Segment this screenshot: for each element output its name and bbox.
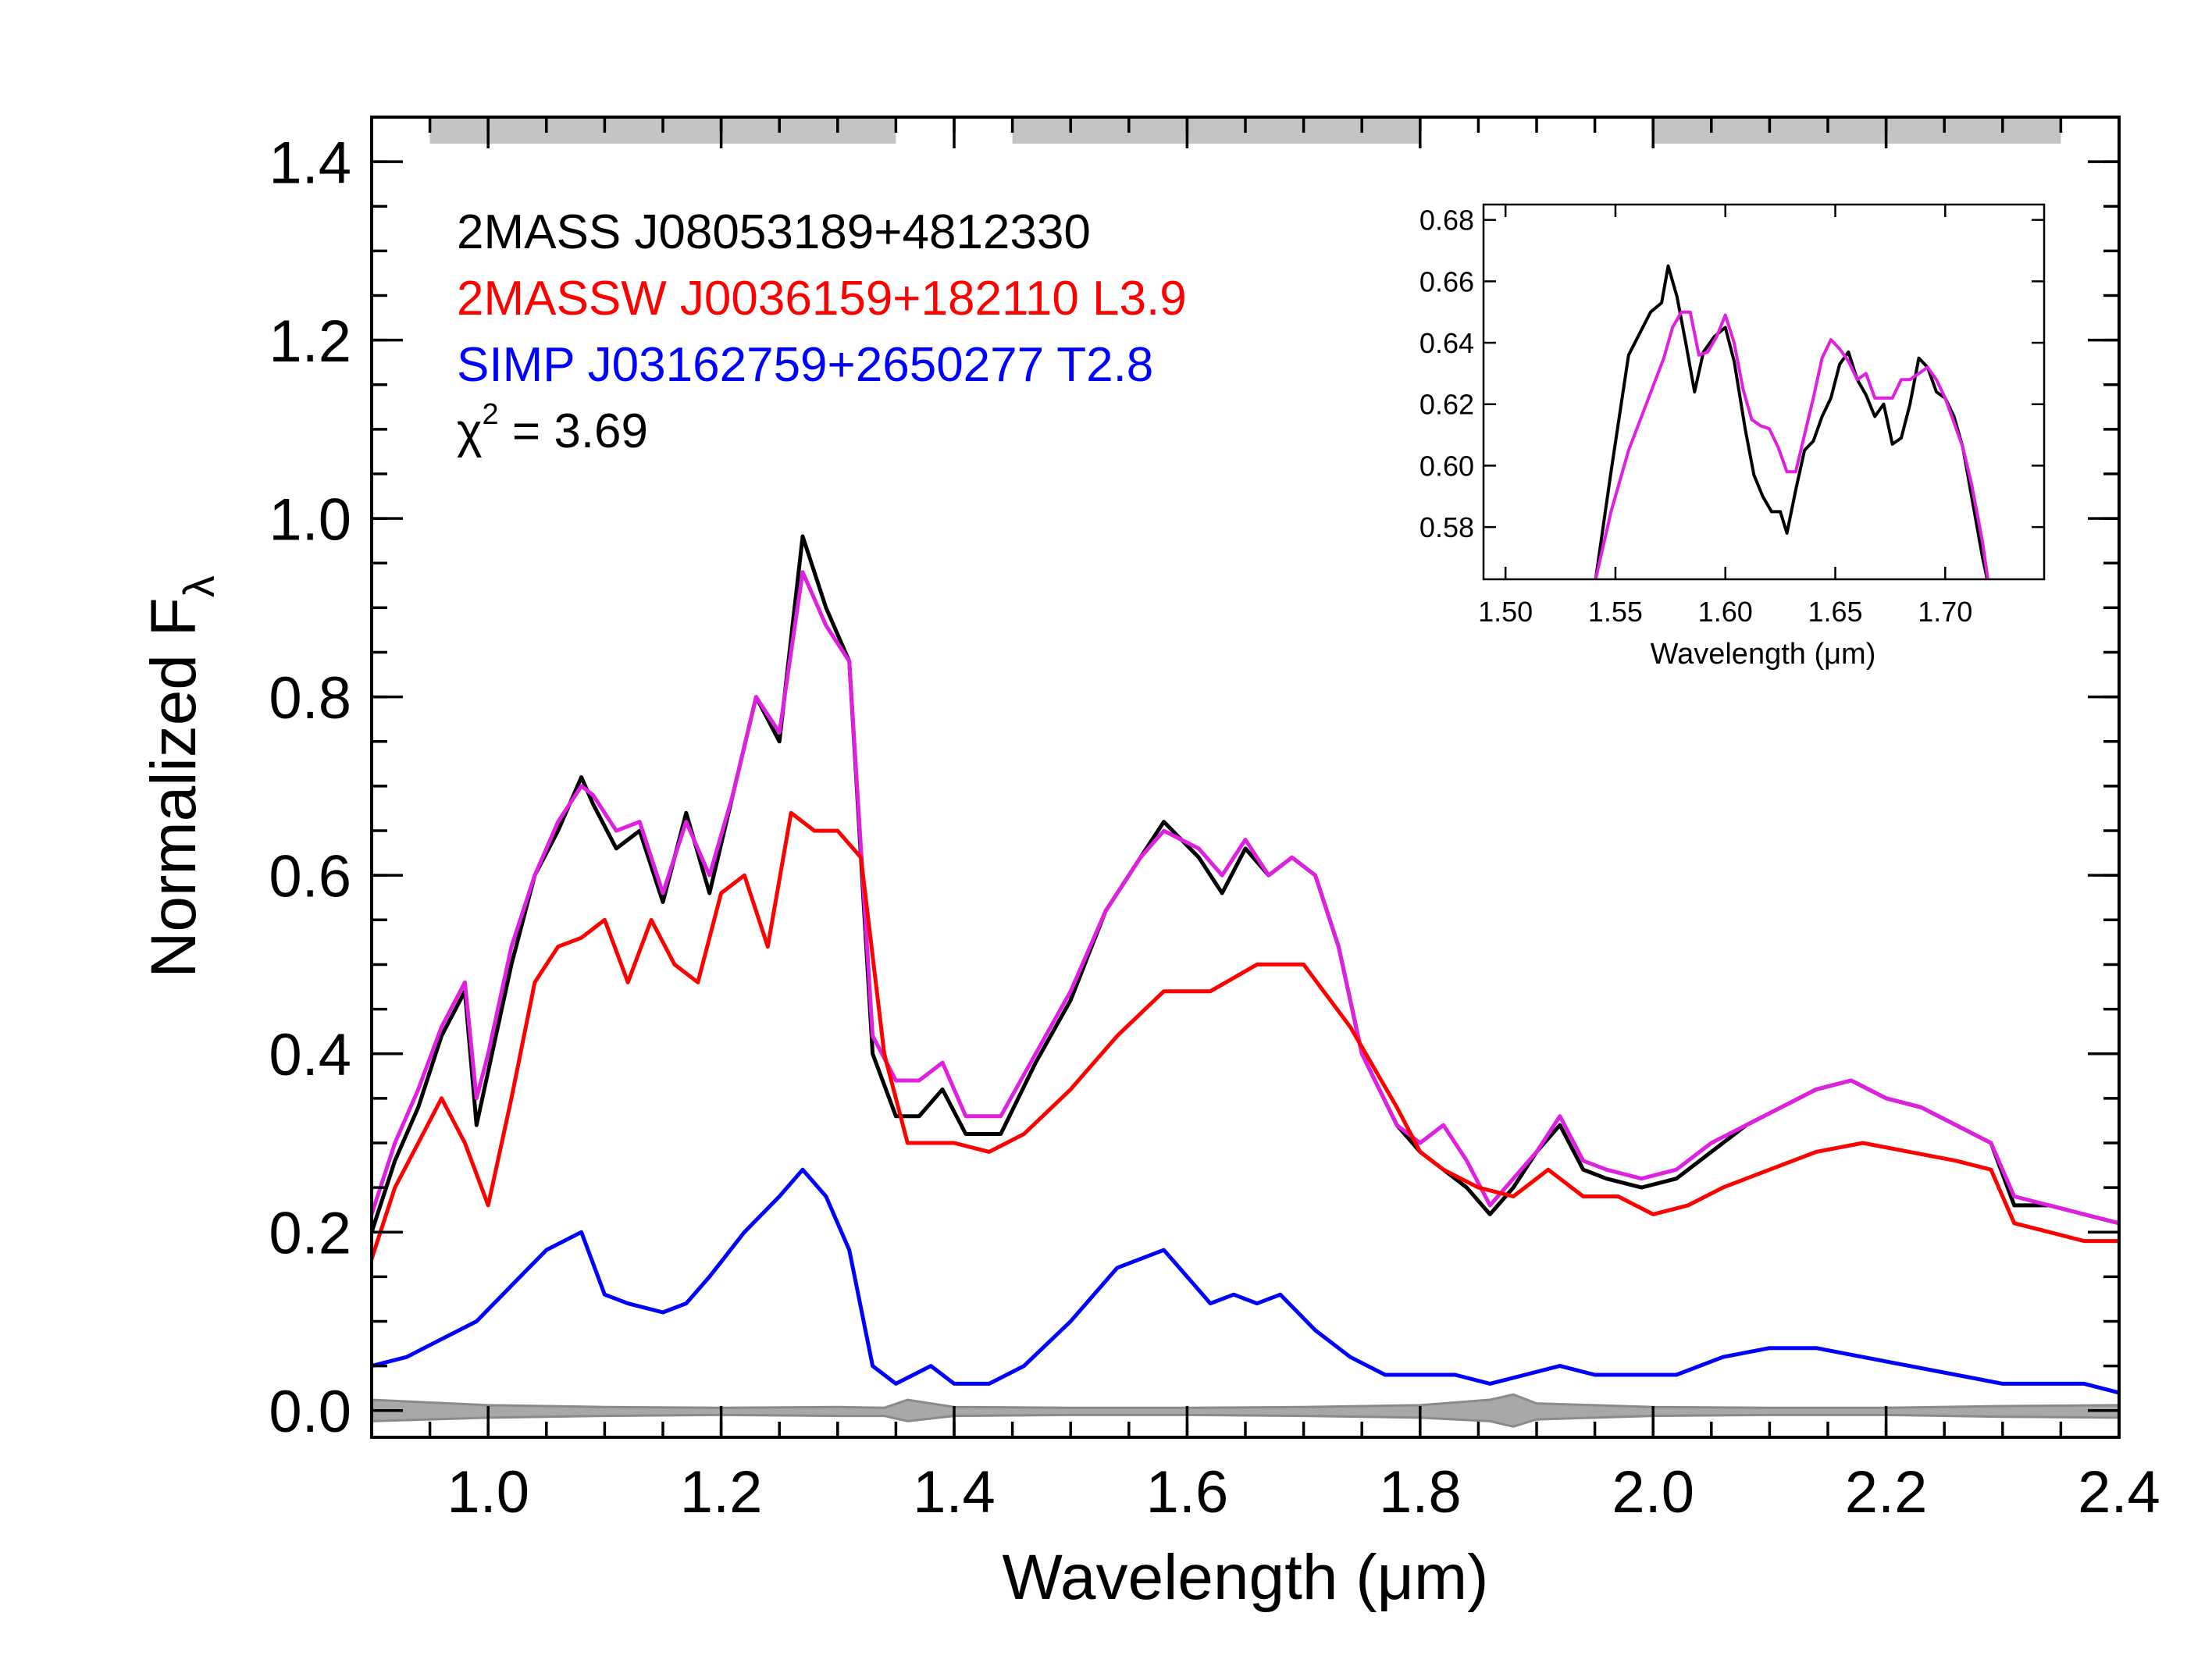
x-tick-label: 2.4: [2078, 1459, 2160, 1525]
legend-entry-object: 2MASS J08053189+4812330: [457, 205, 1091, 259]
x-tick-label: 1.6: [1146, 1459, 1229, 1525]
main-series-2-2massw-j0036159-182110-l3-9: [372, 810, 2119, 1261]
x-tick-label: 1.0: [447, 1459, 529, 1525]
chi-squared-label: χ2 = 3.69: [457, 398, 648, 458]
inset-plot-frame: [1482, 203, 2046, 581]
legend: 2MASS J08053189+4812330 2MASSW J0036159+…: [457, 205, 1187, 458]
x-tick-label: 1.50: [1478, 596, 1533, 628]
x-tick-label: 2.0: [1612, 1459, 1694, 1525]
inset-x-axis-title: Wavelength (μm): [1651, 638, 1876, 671]
x-tick-label: 1.2: [680, 1459, 763, 1525]
main-axis-ticks: [370, 116, 2121, 1437]
y-tick-label: 0.60: [1419, 450, 1474, 482]
legend-entry-primary: 2MASSW J0036159+182110 L3.9: [457, 272, 1187, 326]
inset-y-tick-labels: 0.58 0.60 0.62 0.64 0.66 0.68: [1419, 205, 1474, 543]
y-tick-labels: 0.0 0.2 0.4 0.6 0.8 1.0 1.2 1.4: [269, 130, 351, 1445]
y-tick-label: 0.64: [1419, 327, 1474, 359]
x-tick-label: 1.65: [1808, 596, 1862, 628]
y-tick-label: 1.4: [269, 130, 351, 196]
x-tick-label: 1.8: [1379, 1459, 1462, 1525]
inset-axis-ticks: [1484, 205, 2044, 579]
y-tick-label: 0.58: [1419, 511, 1474, 543]
fit-region-bar-2: [1012, 117, 1420, 144]
main-series-1-best-fit-composite: [372, 570, 2119, 1226]
y-tick-label: 0.68: [1419, 205, 1474, 237]
main-plot-frame: [370, 116, 2121, 1439]
fit-region-bar-3: [1653, 117, 2061, 144]
legend-entry-secondary: SIMP J03162759+2650277 T2.8: [457, 338, 1153, 392]
y-tick-label: 0.66: [1419, 265, 1474, 297]
inset-x-tick-labels: 1.50 1.55 1.60 1.65 1.70: [1478, 596, 1972, 628]
inset-series-1-best-fit-composite: [1594, 310, 1989, 579]
y-tick-label: 1.0: [269, 487, 351, 554]
main-series-3-simp-j03162759-2650277-t2-8: [372, 1167, 2119, 1395]
spectra-series: [372, 534, 2119, 1395]
x-tick-label: 1.70: [1918, 596, 1972, 628]
y-tick-label: 0.6: [269, 844, 351, 910]
x-axis-title: Wavelength (μm): [1003, 1542, 1489, 1613]
inset-series: [1594, 264, 1989, 579]
y-tick-label: 0.2: [269, 1201, 351, 1267]
x-tick-label: 2.2: [1845, 1459, 1928, 1525]
x-tick-label: 1.55: [1588, 596, 1643, 628]
inset-panel: 1.50 1.55 1.60 1.65 1.70 0.58 0.60 0.62 0.64 0.6…: [1419, 203, 2046, 671]
inset-background: [1484, 205, 2044, 579]
y-axis-title: Normalized Fλ: [138, 575, 223, 978]
x-tick-label: 1.4: [913, 1459, 996, 1525]
y-tick-label: 0.0: [269, 1379, 351, 1445]
y-tick-label: 1.2: [269, 308, 351, 375]
x-tick-label: 1.60: [1698, 596, 1753, 628]
y-tick-label: 0.8: [269, 665, 351, 732]
y-tick-label: 0.4: [269, 1022, 351, 1088]
y-tick-label: 0.62: [1419, 389, 1474, 421]
x-tick-labels: 1.0 1.2 1.4 1.6 1.8 2.0 2.2 2.4: [447, 1459, 2160, 1525]
